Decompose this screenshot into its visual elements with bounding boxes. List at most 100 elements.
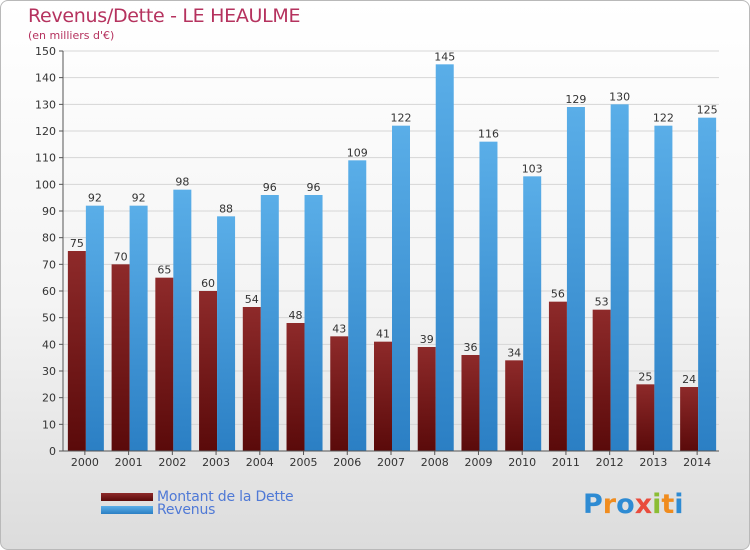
bar-debt <box>155 277 174 451</box>
data-label-debt: 70 <box>114 250 128 263</box>
y-tick-label: 20 <box>42 392 56 405</box>
y-tick-label: 110 <box>35 152 56 165</box>
x-tick-label: 2011 <box>552 456 580 469</box>
y-tick-label: 130 <box>35 98 56 111</box>
bar-debt <box>461 355 480 451</box>
data-label-revenue: 130 <box>609 90 630 103</box>
data-label-debt: 54 <box>245 293 259 306</box>
data-label-debt: 48 <box>289 309 303 322</box>
bar-revenue <box>698 117 717 452</box>
x-tick-label: 2001 <box>115 456 143 469</box>
legend-swatch-revenue <box>101 506 153 514</box>
y-tick-label: 70 <box>42 258 56 271</box>
data-label-revenue: 109 <box>347 146 368 159</box>
logo-letter: i <box>674 489 684 520</box>
x-tick-label: 2009 <box>464 456 492 469</box>
x-tick-label: 2012 <box>596 456 624 469</box>
data-label-debt: 60 <box>201 277 215 290</box>
y-tick-label: 90 <box>42 205 56 218</box>
data-label-debt: 36 <box>463 341 477 354</box>
x-tick-label: 2014 <box>683 456 711 469</box>
bar-revenue <box>348 160 367 452</box>
bar-debt <box>111 264 130 451</box>
y-tick-label: 50 <box>42 312 56 325</box>
y-tick-label: 40 <box>42 338 56 351</box>
bar-debt <box>548 301 567 451</box>
x-tick-label: 2007 <box>377 456 405 469</box>
bar-revenue <box>217 216 236 451</box>
logo-letter: P <box>583 489 603 520</box>
data-label-revenue: 145 <box>434 50 455 63</box>
data-label-revenue: 103 <box>522 162 543 175</box>
bar-debt <box>286 323 305 451</box>
bar-debt <box>374 341 392 451</box>
legend-label-revenue: Revenus <box>157 502 216 518</box>
x-tick-label: 2008 <box>421 456 449 469</box>
y-tick-label: 80 <box>42 232 56 245</box>
data-label-revenue: 98 <box>175 176 189 189</box>
data-label-revenue: 92 <box>88 192 102 205</box>
y-tick-label: 140 <box>35 72 56 85</box>
data-label-revenue: 96 <box>307 181 321 194</box>
bar-debt <box>242 307 261 451</box>
data-label-revenue: 122 <box>391 112 412 125</box>
bar-debt <box>67 251 86 451</box>
y-tick-label: 60 <box>42 285 56 298</box>
data-label-debt: 53 <box>595 296 609 309</box>
data-label-revenue: 88 <box>219 202 233 215</box>
bar-revenue <box>173 189 192 451</box>
bar-revenue <box>392 125 410 452</box>
data-label-revenue: 92 <box>132 192 146 205</box>
bar-debt <box>680 387 699 451</box>
data-label-revenue: 122 <box>653 112 674 125</box>
x-tick-label: 2006 <box>333 456 361 469</box>
x-tick-label: 2002 <box>158 456 186 469</box>
y-tick-label: 100 <box>35 178 56 191</box>
data-label-debt: 24 <box>682 373 696 386</box>
data-label-revenue: 116 <box>478 128 499 141</box>
bar-revenue <box>654 125 673 452</box>
legend-swatch-debt <box>101 493 153 501</box>
bar-revenue <box>260 195 279 451</box>
bar-revenue <box>85 205 104 451</box>
data-label-debt: 65 <box>157 264 171 277</box>
y-tick-label: 120 <box>35 125 56 138</box>
logo-letter: x <box>634 489 653 520</box>
chart-title: Revenus/Dette - LE HEAULME <box>28 5 301 27</box>
data-label-debt: 34 <box>507 346 521 359</box>
bar-revenue <box>523 176 542 452</box>
bar-debt <box>417 347 436 451</box>
data-label-revenue: 129 <box>565 93 586 106</box>
logo-letter: i <box>652 489 662 520</box>
bar-revenue <box>304 195 323 451</box>
data-label-debt: 39 <box>420 333 434 346</box>
bar-revenue <box>610 104 629 451</box>
legend-label-debt: Montant de la Dette <box>157 489 294 505</box>
x-tick-label: 2004 <box>246 456 274 469</box>
x-tick-label: 2010 <box>508 456 536 469</box>
bar-debt <box>592 309 611 451</box>
data-label-debt: 25 <box>638 370 652 383</box>
logo-letter: r <box>602 489 617 520</box>
data-label-revenue: 125 <box>697 104 718 117</box>
y-tick-label: 0 <box>49 445 56 458</box>
x-tick-label: 2000 <box>71 456 99 469</box>
bar-revenue <box>566 107 585 451</box>
data-label-debt: 75 <box>70 237 84 250</box>
legend-item-debt: Montant de la Dette <box>101 489 294 505</box>
bar-debt <box>330 336 349 451</box>
data-label-revenue: 96 <box>263 181 277 194</box>
x-tick-label: 2013 <box>639 456 667 469</box>
logo-letter: t <box>661 489 675 520</box>
data-label-debt: 41 <box>376 328 390 341</box>
legend-item-revenue: Revenus <box>101 502 215 518</box>
y-tick-label: 150 <box>35 45 56 58</box>
y-tick-label: 10 <box>42 418 56 431</box>
data-label-debt: 56 <box>551 288 565 301</box>
data-label-debt: 43 <box>332 322 346 335</box>
bar-debt <box>199 291 218 451</box>
y-tick-label: 30 <box>42 365 56 378</box>
bar-revenue <box>479 141 498 451</box>
x-tick-label: 2005 <box>290 456 318 469</box>
